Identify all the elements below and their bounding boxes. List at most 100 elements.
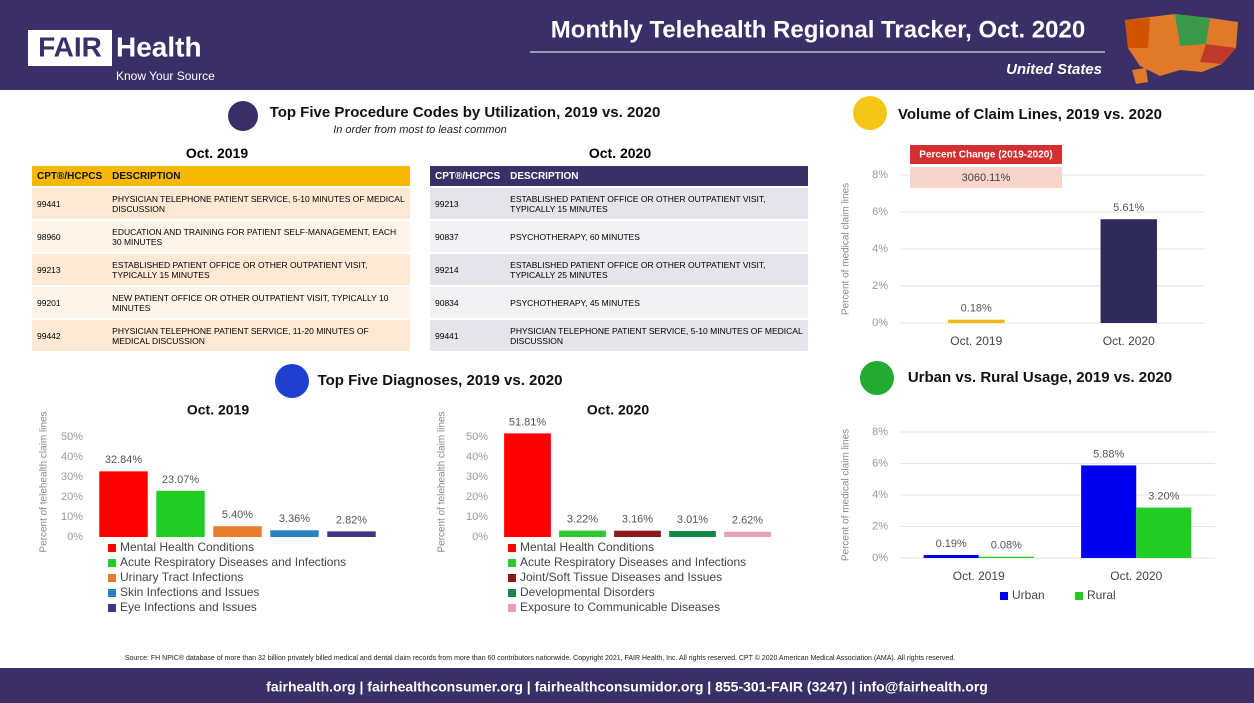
code: 99213 bbox=[37, 264, 61, 275]
value-label: 5.40% bbox=[222, 509, 253, 521]
legend-label: Rural bbox=[1087, 588, 1116, 602]
bar bbox=[1136, 507, 1192, 558]
legend-swatch bbox=[108, 589, 116, 597]
legend-swatch bbox=[108, 574, 116, 582]
bar bbox=[724, 531, 771, 537]
y-tick-label: 30% bbox=[61, 471, 83, 483]
legend-swatch bbox=[508, 544, 516, 552]
brand-1: FAIR bbox=[38, 31, 102, 62]
y-tick-label: 0% bbox=[872, 317, 888, 329]
table-row: 99441 PHYSICIAN TELEPHONE PATIENT SERVICE… bbox=[32, 187, 410, 220]
volume-icon bbox=[853, 96, 887, 130]
annotation-box bbox=[910, 145, 1062, 164]
bar bbox=[669, 530, 716, 537]
chart-title: Urban vs. Rural Usage, 2019 vs. 2020 bbox=[908, 369, 1172, 386]
description: ESTABLISHED PATIENT OFFICE OR OTHER OUTP… bbox=[510, 193, 766, 214]
value-label: 3.22% bbox=[567, 513, 598, 525]
value-label: 2.62% bbox=[732, 515, 763, 527]
x-tick-label: Oct. 2020 bbox=[1103, 334, 1155, 348]
value-label: 3.20% bbox=[1148, 491, 1179, 503]
code: 98960 bbox=[37, 231, 61, 242]
y-tick-label: 4% bbox=[872, 489, 888, 501]
y-tick-label: 8% bbox=[872, 426, 888, 438]
section-subtitle: In order from most to least common bbox=[333, 124, 507, 136]
tagline: Know Your Source bbox=[116, 69, 215, 83]
x-tick-label: Oct. 2020 bbox=[1110, 569, 1162, 583]
annotation-title: Percent Change (2019-2020) bbox=[919, 150, 1052, 161]
description: PSYCHOTHERAPY, 45 MINUTES bbox=[510, 297, 640, 308]
y-tick-label: 20% bbox=[61, 491, 83, 503]
y-tick-label: 0% bbox=[67, 531, 83, 543]
y-tick-label: 2% bbox=[872, 520, 888, 532]
table-row: 99442 PHYSICIAN TELEPHONE PATIENT SERVICE… bbox=[32, 319, 410, 351]
y-tick-label: 20% bbox=[466, 491, 488, 503]
table-title: Oct. 2020 bbox=[588, 145, 652, 161]
legend-swatch bbox=[108, 559, 116, 567]
code: 99441 bbox=[37, 198, 61, 209]
legend-label: Developmental Disorders bbox=[520, 585, 655, 599]
y-tick-label: 40% bbox=[61, 451, 83, 463]
y-tick-label: 8% bbox=[872, 169, 888, 181]
footer-band bbox=[0, 668, 1254, 703]
legend-swatch bbox=[108, 544, 116, 552]
code: 90837 bbox=[435, 231, 459, 242]
bar bbox=[327, 531, 376, 537]
urban-icon bbox=[860, 361, 894, 395]
chart-title: Volume of Claim Lines, 2019 vs. 2020 bbox=[898, 106, 1162, 123]
legend-label: Mental Health Conditions bbox=[120, 540, 254, 554]
table-row: 98960 EDUCATION AND TRAINING FOR PATIENT … bbox=[32, 220, 410, 253]
procedures-icon bbox=[228, 101, 258, 131]
value-label: 2.82% bbox=[336, 514, 367, 526]
description: PHYSICIAN TELEPHONE PATIENT SERVICE, 5-1… bbox=[510, 325, 803, 346]
diagnoses-icon bbox=[275, 364, 309, 398]
y-axis-label: Percent of medical claim lines bbox=[841, 183, 852, 315]
contacts: fairhealth.org | fairhealthconsumer.org … bbox=[266, 679, 988, 695]
table-row: 99201 NEW PATIENT OFFICE OR OTHER OUTPATI… bbox=[32, 286, 410, 319]
y-axis-label: Percent of telehealth claim lines bbox=[39, 411, 50, 552]
code: 90834 bbox=[435, 297, 459, 308]
chart-title: Oct. 2019 bbox=[187, 402, 249, 418]
table-row: 99213 ESTABLISHED PATIENT OFFICE OR OTHER… bbox=[32, 253, 410, 286]
procedure-table: CPT®/HCPCS DESCRIPTION 99213 ESTABLISHED PA… bbox=[430, 166, 808, 351]
legend-swatch bbox=[508, 589, 516, 597]
description: NEW PATIENT OFFICE OR OTHER OUTPATIENT V… bbox=[112, 292, 389, 313]
y-tick-label: 4% bbox=[872, 243, 888, 255]
legend-label: Urban bbox=[1012, 588, 1045, 602]
x-tick-label: Oct. 2019 bbox=[950, 334, 1002, 348]
y-axis-label: Percent of telehealth claim lines bbox=[437, 411, 448, 552]
table-row: 99213 ESTABLISHED PATIENT OFFICE OR OTHER… bbox=[430, 187, 808, 220]
legend-label: Urinary Tract Infections bbox=[120, 570, 243, 584]
table-row: 99214 ESTABLISHED PATIENT OFFICE OR OTHER… bbox=[430, 253, 808, 286]
legend-label: Acute Respiratory Diseases and Infection… bbox=[520, 555, 746, 569]
y-tick-label: 2% bbox=[872, 280, 888, 292]
bar bbox=[559, 530, 606, 537]
header-row: CPT®/HCPCS DESCRIPTION bbox=[32, 166, 410, 187]
column-header: DESCRIPTION bbox=[112, 170, 181, 182]
x-tick-label: Oct. 2019 bbox=[953, 569, 1005, 583]
column-header: DESCRIPTION bbox=[510, 170, 579, 182]
y-tick-label: 30% bbox=[466, 471, 488, 483]
us-map bbox=[1125, 14, 1238, 84]
legend-swatch bbox=[108, 604, 116, 612]
value-label: 32.84% bbox=[105, 454, 143, 466]
legend-swatch bbox=[508, 604, 516, 612]
code: 99214 bbox=[435, 264, 459, 275]
y-tick-label: 0% bbox=[872, 552, 888, 564]
procedure-table: CPT®/HCPCS DESCRIPTION 99441 PHYSICIAN TELE… bbox=[32, 166, 410, 351]
bar bbox=[614, 530, 661, 537]
code: 99201 bbox=[37, 297, 61, 308]
y-axis-label: Percent of medical claim lines bbox=[841, 429, 852, 561]
y-tick-label: 10% bbox=[61, 511, 83, 523]
source: Source: FH NPIC® database of more than 3… bbox=[125, 654, 955, 662]
value-label: 5.61% bbox=[1113, 202, 1144, 214]
description: ESTABLISHED PATIENT OFFICE OR OTHER OUTP… bbox=[510, 259, 766, 280]
value-label: 0.08% bbox=[991, 540, 1022, 552]
logo-box bbox=[28, 30, 112, 66]
code: 99442 bbox=[37, 330, 61, 341]
value-label: 5.88% bbox=[1093, 448, 1124, 460]
section-title: Top Five Procedure Codes by Utilization,… bbox=[270, 104, 661, 121]
bar bbox=[1100, 219, 1157, 323]
chart-title: Oct. 2020 bbox=[587, 402, 649, 418]
legend-swatch bbox=[1000, 592, 1008, 600]
